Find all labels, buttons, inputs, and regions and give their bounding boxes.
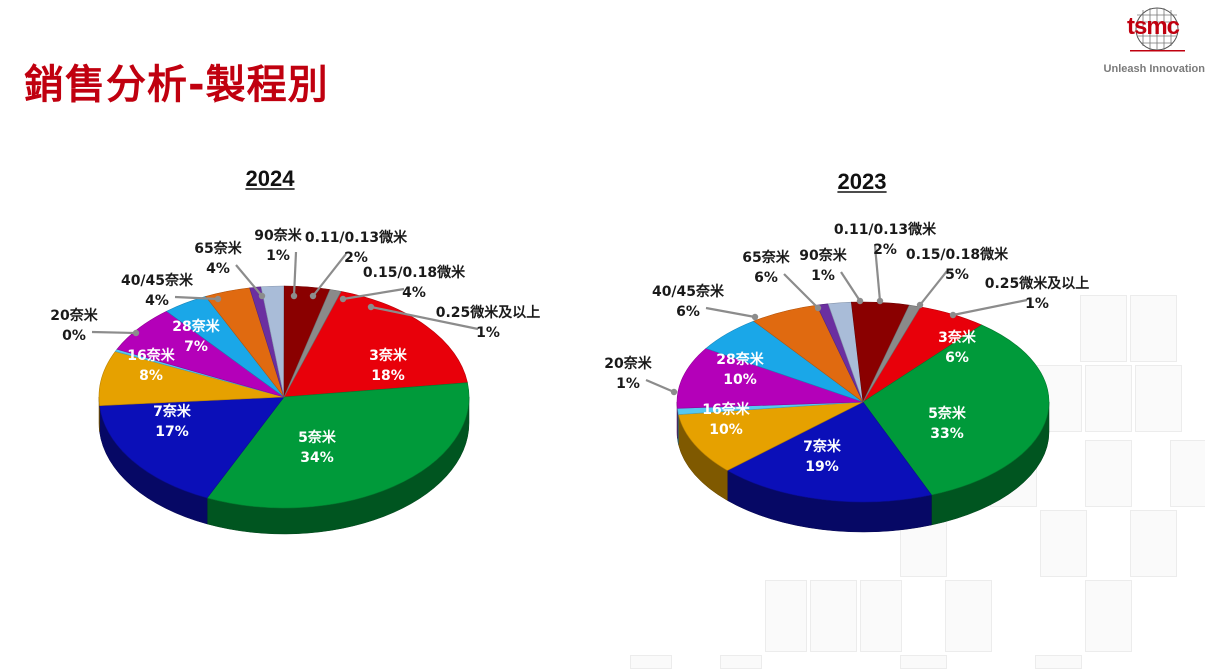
slice-value-40_45nm: 4% bbox=[145, 293, 169, 309]
slice-value-40_45nm: 6% bbox=[676, 304, 700, 320]
leader-line-0.25um_above bbox=[953, 300, 1027, 315]
slice-value-16nm: 10% bbox=[709, 422, 743, 438]
pie-chart-2024: 2024 3奈米 18% 5奈米 34% 7奈米 17% 16奈米 8% 20奈米 0% 28奈米 7%… bbox=[50, 166, 540, 534]
slice-label-0.25um_above: 0.25微米及以上 bbox=[436, 304, 541, 321]
leader-dot-20nm bbox=[133, 330, 139, 336]
leader-line-90nm bbox=[841, 272, 860, 301]
slice-label-0.25um_above: 0.25微米及以上 bbox=[985, 275, 1090, 292]
chart-title: 2024 bbox=[246, 166, 296, 191]
slice-value-3nm: 18% bbox=[371, 368, 405, 384]
slice-label-65nm: 65奈米 bbox=[194, 240, 242, 257]
slice-label-90nm: 90奈米 bbox=[254, 227, 302, 244]
slice-label-7nm: 7奈米 bbox=[153, 403, 192, 420]
slice-value-5nm: 33% bbox=[930, 426, 964, 442]
slice-value-20nm: 1% bbox=[616, 376, 640, 392]
slice-value-7nm: 17% bbox=[155, 424, 189, 440]
slice-label-65nm: 65奈米 bbox=[742, 249, 790, 266]
leader-dot-90nm bbox=[857, 298, 863, 304]
slice-value-0.25um_above: 1% bbox=[476, 325, 500, 341]
slice-value-3nm: 6% bbox=[945, 350, 969, 366]
leader-dot-0.15_0.18um bbox=[340, 296, 346, 302]
slice-value-7nm: 19% bbox=[805, 459, 839, 475]
slice-value-90nm: 1% bbox=[811, 268, 835, 284]
leader-dot-65nm bbox=[259, 293, 265, 299]
slice-label-5nm: 5奈米 bbox=[928, 405, 967, 422]
leader-line-20nm bbox=[92, 332, 136, 333]
slice-label-16nm: 16奈米 bbox=[702, 401, 750, 418]
leader-dot-65nm bbox=[815, 305, 821, 311]
slice-label-20nm: 20奈米 bbox=[604, 355, 652, 372]
slice-label-0.11_0.13um: 0.11/0.13微米 bbox=[305, 229, 408, 246]
slice-label-40_45nm: 40/45奈米 bbox=[652, 283, 725, 300]
leader-dot-0.11_0.13um bbox=[310, 293, 316, 299]
slice-label-90nm: 90奈米 bbox=[799, 247, 847, 264]
slice-label-0.15_0.18um: 0.15/0.18微米 bbox=[363, 264, 466, 281]
slice-label-5nm: 5奈米 bbox=[298, 429, 337, 446]
pie-chart-2023: 2023 3奈米 6% 5奈米 33% 7奈米 19% 16奈米 10% 20奈米 1% 28奈米 10… bbox=[604, 169, 1089, 532]
leader-dot-0.25um_above bbox=[950, 312, 956, 318]
slice-label-0.11_0.13um: 0.11/0.13微米 bbox=[834, 221, 937, 238]
leader-dot-90nm bbox=[291, 293, 297, 299]
pie-slices bbox=[99, 286, 469, 508]
slice-label-0.15_0.18um: 0.15/0.18微米 bbox=[906, 246, 1009, 263]
leader-dot-0.15_0.18um bbox=[917, 302, 923, 308]
slice-label-20nm: 20奈米 bbox=[50, 307, 98, 324]
slice-value-0.15_0.18um: 4% bbox=[402, 285, 426, 301]
slice-value-0.15_0.18um: 5% bbox=[945, 267, 969, 283]
slice-label-3nm: 3奈米 bbox=[938, 329, 977, 346]
slice-label-7nm: 7奈米 bbox=[803, 438, 842, 455]
leader-dot-20nm bbox=[671, 389, 677, 395]
slice-value-0.25um_above: 1% bbox=[1025, 296, 1049, 312]
slice-value-5nm: 34% bbox=[300, 450, 334, 466]
slice-label-3nm: 3奈米 bbox=[369, 347, 408, 364]
slice-value-65nm: 4% bbox=[206, 261, 230, 277]
slice-value-90nm: 1% bbox=[266, 248, 290, 264]
slice-value-28nm: 10% bbox=[723, 372, 757, 388]
leader-dot-40_45nm bbox=[215, 296, 221, 302]
slice-value-28nm: 7% bbox=[184, 339, 208, 355]
leader-line-20nm bbox=[646, 380, 674, 392]
chart-title: 2023 bbox=[838, 169, 887, 194]
slice-value-20nm: 0% bbox=[62, 328, 86, 344]
slice-value-65nm: 6% bbox=[754, 270, 778, 286]
leader-line-0.15_0.18um bbox=[920, 271, 947, 305]
slice-label-28nm: 28奈米 bbox=[716, 351, 764, 368]
leader-dot-0.11_0.13um bbox=[877, 298, 883, 304]
leader-dot-40_45nm bbox=[752, 314, 758, 320]
slice-label-40_45nm: 40/45奈米 bbox=[121, 272, 194, 289]
slice-value-0.11_0.13um: 2% bbox=[344, 250, 368, 266]
slice-value-0.11_0.13um: 2% bbox=[873, 242, 897, 258]
slice-label-16nm: 16奈米 bbox=[127, 347, 175, 364]
slice-value-16nm: 8% bbox=[139, 368, 163, 384]
leader-line-40_45nm bbox=[706, 308, 755, 317]
slice-label-28nm: 28奈米 bbox=[172, 318, 220, 335]
leader-dot-0.25um_above bbox=[368, 304, 374, 310]
